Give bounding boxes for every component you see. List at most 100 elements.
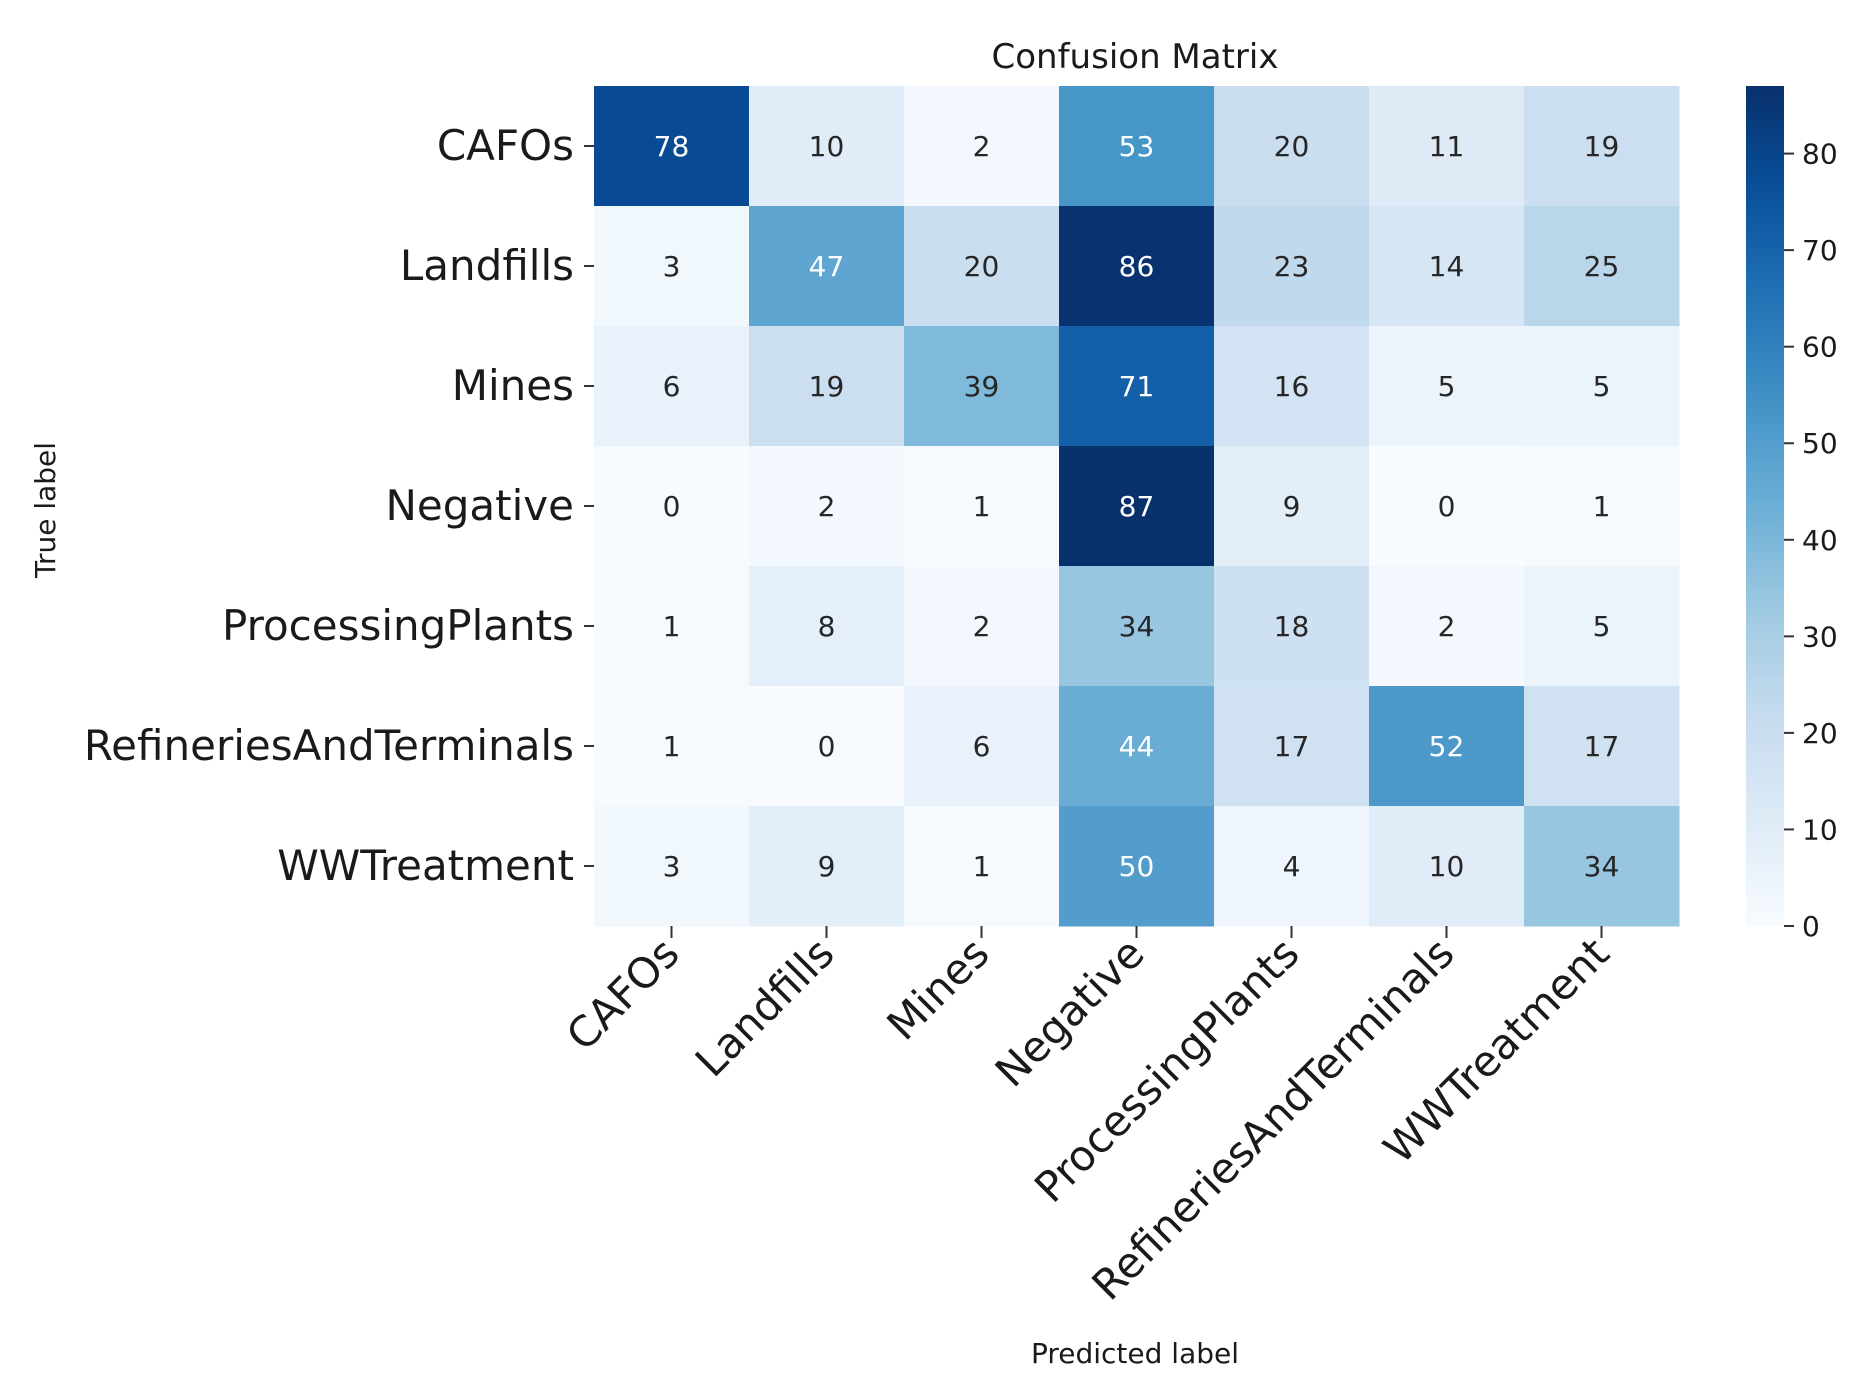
row-tick-label: Mines [452, 361, 574, 410]
cell-value-label: 1 [663, 610, 681, 643]
cell-value-label: 2 [973, 130, 991, 163]
y-axis-label: True label [29, 442, 62, 579]
chart-title: Confusion Matrix [992, 37, 1279, 77]
cell-value-label: 20 [964, 250, 1000, 283]
heatmap-cell [749, 566, 905, 687]
column-tick-label: Mines [877, 928, 998, 1049]
cell-value-label: 20 [1274, 130, 1310, 163]
heatmap-cell [1369, 566, 1525, 687]
cell-value-label: 6 [663, 370, 681, 403]
heatmap-cell [1369, 446, 1525, 567]
heatmap-cell [904, 686, 1060, 807]
heatmap-cell [749, 206, 905, 327]
cell-value-label: 1 [663, 730, 681, 763]
column-tick-label: Landfills [686, 928, 844, 1086]
heatmap-cell [1369, 686, 1525, 807]
heatmap-cell [1524, 326, 1680, 447]
heatmap-cell [1524, 446, 1680, 567]
heatmap-cell [594, 86, 750, 207]
cell-value-label: 16 [1274, 370, 1310, 403]
colorbar-tick-label: 60 [1802, 331, 1838, 364]
cell-value-label: 1 [973, 850, 991, 883]
cell-value-label: 17 [1274, 730, 1310, 763]
heatmap-cell [1059, 806, 1215, 927]
heatmap-cell [1214, 446, 1370, 567]
heatmap-cell [594, 446, 750, 567]
cell-value-label: 5 [1593, 610, 1611, 643]
heatmap-cell [1524, 806, 1680, 927]
heatmap-cell [1059, 326, 1215, 447]
cell-value-label: 39 [964, 370, 1000, 403]
heatmap-cell [1524, 686, 1680, 807]
cell-value-label: 8 [818, 610, 836, 643]
cell-value-label: 0 [1438, 490, 1456, 523]
row-tick-label: ProcessingPlants [222, 601, 574, 650]
cell-value-label: 4 [1283, 850, 1301, 883]
colorbar-tick-label: 70 [1802, 234, 1838, 267]
heatmap-cell [1059, 86, 1215, 207]
cell-value-label: 34 [1584, 850, 1620, 883]
cell-value-label: 1 [1593, 490, 1611, 523]
colorbar-tick-label: 80 [1802, 138, 1838, 171]
heatmap-cell [1369, 206, 1525, 327]
heatmap-cell [904, 206, 1060, 327]
cell-value-label: 52 [1429, 730, 1465, 763]
cell-value-label: 1 [973, 490, 991, 523]
heatmap-cell [1369, 806, 1525, 927]
cell-value-label: 17 [1584, 730, 1620, 763]
heatmap-cell [594, 806, 750, 927]
row-tick-label: RefineriesAndTerminals [84, 721, 574, 770]
cell-value-label: 86 [1119, 250, 1155, 283]
cell-value-label: 3 [663, 850, 681, 883]
cell-value-label: 2 [973, 610, 991, 643]
cell-value-label: 5 [1438, 370, 1456, 403]
cell-value-label: 19 [809, 370, 845, 403]
heatmap-cell [749, 86, 905, 207]
column-tick-label: Negative [986, 928, 1154, 1096]
heatmap-cell [1059, 446, 1215, 567]
row-tick-labels: CAFOs Landfills Mines Negative ProcessingPla… [84, 121, 594, 890]
cell-value-label: 9 [1283, 490, 1301, 523]
heatmap-cell [1214, 86, 1370, 207]
heatmap-cell [1369, 86, 1525, 207]
cell-value-label: 44 [1119, 730, 1155, 763]
heatmap-cell [904, 566, 1060, 687]
x-axis-label: Predicted label [1031, 1337, 1239, 1370]
heatmap-cell [1214, 806, 1370, 927]
column-tick-label: CAFOs [557, 928, 689, 1060]
colorbar-tick-label: 0 [1802, 910, 1820, 943]
cell-value-label: 50 [1119, 850, 1155, 883]
cell-value-label: 14 [1429, 250, 1465, 283]
cell-value-label: 9 [818, 850, 836, 883]
heatmap-cell [1524, 86, 1680, 207]
heatmap-cell [1524, 566, 1680, 687]
heatmap-cell [1059, 206, 1215, 327]
cell-value-label: 2 [1438, 610, 1456, 643]
heatmap-cell [749, 446, 905, 567]
row-tick-label: Negative [386, 481, 575, 530]
colorbar-tick-label: 10 [1802, 813, 1838, 846]
heatmap-cell [904, 326, 1060, 447]
heatmap-cell [1214, 686, 1370, 807]
heatmap-cell [1524, 206, 1680, 327]
heatmap-cell [749, 326, 905, 447]
heatmap-cell [1214, 566, 1370, 687]
cell-value-label: 0 [818, 730, 836, 763]
colorbar-tick-label: 50 [1802, 427, 1838, 460]
heatmap-cell [749, 806, 905, 927]
heatmap-cell [1059, 566, 1215, 687]
heatmap-cell [1214, 206, 1370, 327]
cell-value-label: 3 [663, 250, 681, 283]
colorbar-tick-label: 40 [1802, 524, 1838, 557]
cell-value-label: 6 [973, 730, 991, 763]
colorbar [1746, 86, 1784, 926]
heatmap-cell [1369, 326, 1525, 447]
cell-value-label: 10 [809, 130, 845, 163]
cell-value-label: 0 [663, 490, 681, 523]
cell-value-label: 18 [1274, 610, 1310, 643]
cell-value-label: 25 [1584, 250, 1620, 283]
cell-value-label: 2 [818, 490, 836, 523]
cell-value-label: 23 [1274, 250, 1310, 283]
